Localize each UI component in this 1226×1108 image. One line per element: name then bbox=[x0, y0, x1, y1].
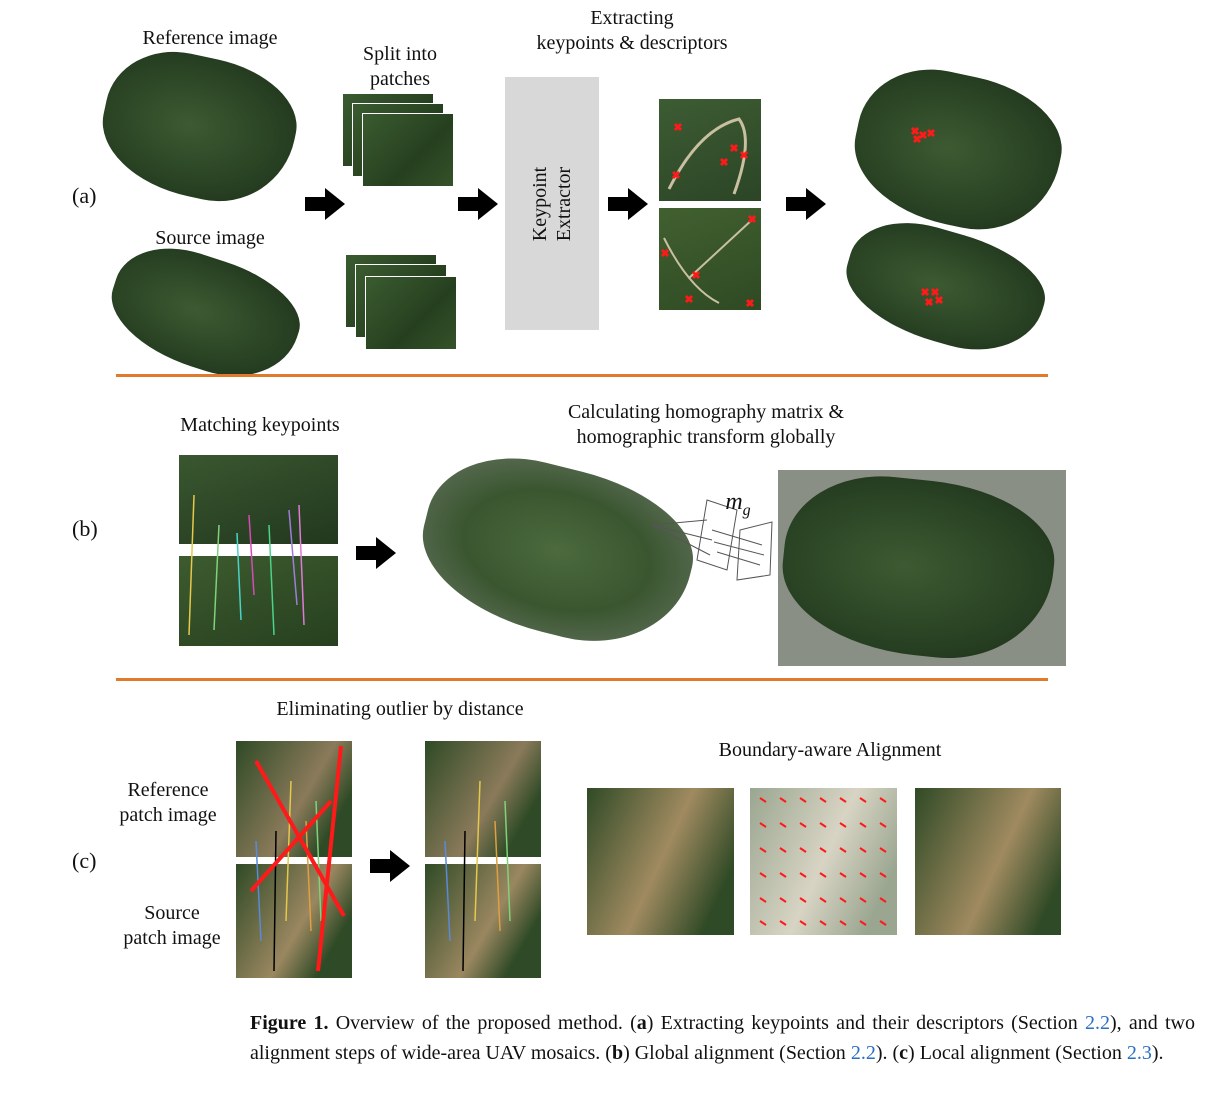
aligned-patch-image bbox=[915, 788, 1061, 935]
arrow-right-icon bbox=[356, 537, 396, 569]
caption-text: Overview of the proposed method. ( bbox=[328, 1012, 637, 1034]
outlier-match-lines bbox=[249, 745, 346, 972]
arrow-right-icon bbox=[458, 188, 498, 220]
eliminating-outlier-label: Eliminating outlier by distance bbox=[276, 698, 524, 720]
global-aligned-mosaic bbox=[778, 470, 1066, 666]
source-patch-with-outliers bbox=[236, 864, 352, 978]
reference-patch-filtered bbox=[425, 741, 541, 857]
reference-image-label: Reference image bbox=[142, 27, 278, 49]
caption-text: ). bbox=[1151, 1042, 1164, 1064]
caption-part-b: b bbox=[611, 1042, 624, 1064]
homography-label-line-2: homographic transform globally bbox=[576, 426, 836, 448]
match-lines bbox=[188, 494, 305, 636]
reference-mosaic-with-keypoints bbox=[841, 55, 1074, 245]
section-b-label: (b) bbox=[72, 516, 98, 541]
caption-text: ) Extracting keypoints and their descrip… bbox=[646, 1012, 1086, 1034]
source-match-image bbox=[179, 556, 338, 646]
source-image-label: Source image bbox=[155, 227, 265, 249]
source-mosaic-image bbox=[97, 231, 313, 395]
matrix-symbol-m: m bbox=[725, 489, 743, 515]
source-patch-keypoints bbox=[659, 208, 761, 310]
figure-caption: Figure 1. Overview of the proposed metho… bbox=[250, 1008, 1195, 1068]
homography-label-line-1: Calculating homography matrix & bbox=[567, 401, 845, 423]
arrow-right-icon bbox=[608, 188, 648, 220]
extractor-label-line-2: Extractor bbox=[553, 166, 575, 241]
caption-text: ) Global alignment (Section bbox=[623, 1042, 851, 1064]
inlier-match-lines bbox=[444, 780, 511, 972]
source-patch-stack bbox=[365, 276, 457, 350]
reference-mosaic-image bbox=[90, 38, 308, 216]
source-keypoint-cluster bbox=[920, 287, 944, 307]
section-ref-link[interactable]: 2.3 bbox=[1126, 1042, 1152, 1064]
reference-keypoint-cluster bbox=[910, 126, 936, 144]
matching-keypoints-label: Matching keypoints bbox=[180, 414, 340, 436]
section-ref-link[interactable]: 2.2 bbox=[850, 1042, 876, 1064]
split-label-line-1: Split into bbox=[363, 43, 437, 65]
arrow-right-icon bbox=[370, 850, 410, 882]
caption-part-a: a bbox=[636, 1012, 647, 1034]
reference-patch-label-line-2: patch image bbox=[119, 804, 217, 826]
source-patch-filtered bbox=[425, 864, 541, 978]
caption-part-c: c bbox=[899, 1042, 909, 1064]
caption-text: ), and two alignment steps of wide-area … bbox=[250, 1012, 1195, 1064]
arrow-right-icon bbox=[305, 188, 345, 220]
keypoint-marker-icon bbox=[660, 214, 757, 308]
section-ref-link[interactable]: 2.2 bbox=[1085, 1012, 1111, 1034]
reference-patch-label-line-1: Reference bbox=[127, 779, 209, 801]
section-divider bbox=[116, 374, 1048, 377]
boundary-aware-alignment-label: Boundary-aware Alignment bbox=[718, 739, 942, 761]
split-label-line-2: patches bbox=[370, 68, 430, 90]
matrix-symbol: mg bbox=[718, 490, 758, 523]
reference-patch-keypoints bbox=[659, 99, 761, 201]
extracting-label-line-2: keypoints & descriptors bbox=[536, 32, 728, 54]
reference-match-image bbox=[179, 455, 338, 544]
section-divider bbox=[116, 678, 1048, 681]
source-patch-label-line-1: Source bbox=[144, 902, 200, 924]
source-patch-before-alignment bbox=[587, 788, 734, 935]
caption-figure-number: Figure 1. bbox=[250, 1012, 329, 1034]
reference-patch-stack bbox=[362, 113, 454, 187]
extractor-label-line-1: Keypoint bbox=[529, 166, 551, 241]
caption-text: ). ( bbox=[875, 1042, 900, 1064]
matrix-subscript: g bbox=[742, 501, 751, 519]
homography-matrix-diagram bbox=[651, 499, 773, 581]
keypoint-extractor-box: Keypoint Extractor bbox=[505, 77, 599, 330]
keypoint-marker-icon bbox=[671, 122, 749, 180]
section-a-label: (a) bbox=[72, 183, 97, 208]
section-c-label: (c) bbox=[72, 848, 97, 873]
extracting-label-line-1: Extracting bbox=[590, 7, 674, 29]
flow-field-image bbox=[750, 788, 897, 935]
arrow-right-icon bbox=[786, 188, 826, 220]
source-patch-label-line-2: patch image bbox=[123, 927, 221, 949]
caption-text: ) Local alignment (Section bbox=[908, 1042, 1127, 1064]
